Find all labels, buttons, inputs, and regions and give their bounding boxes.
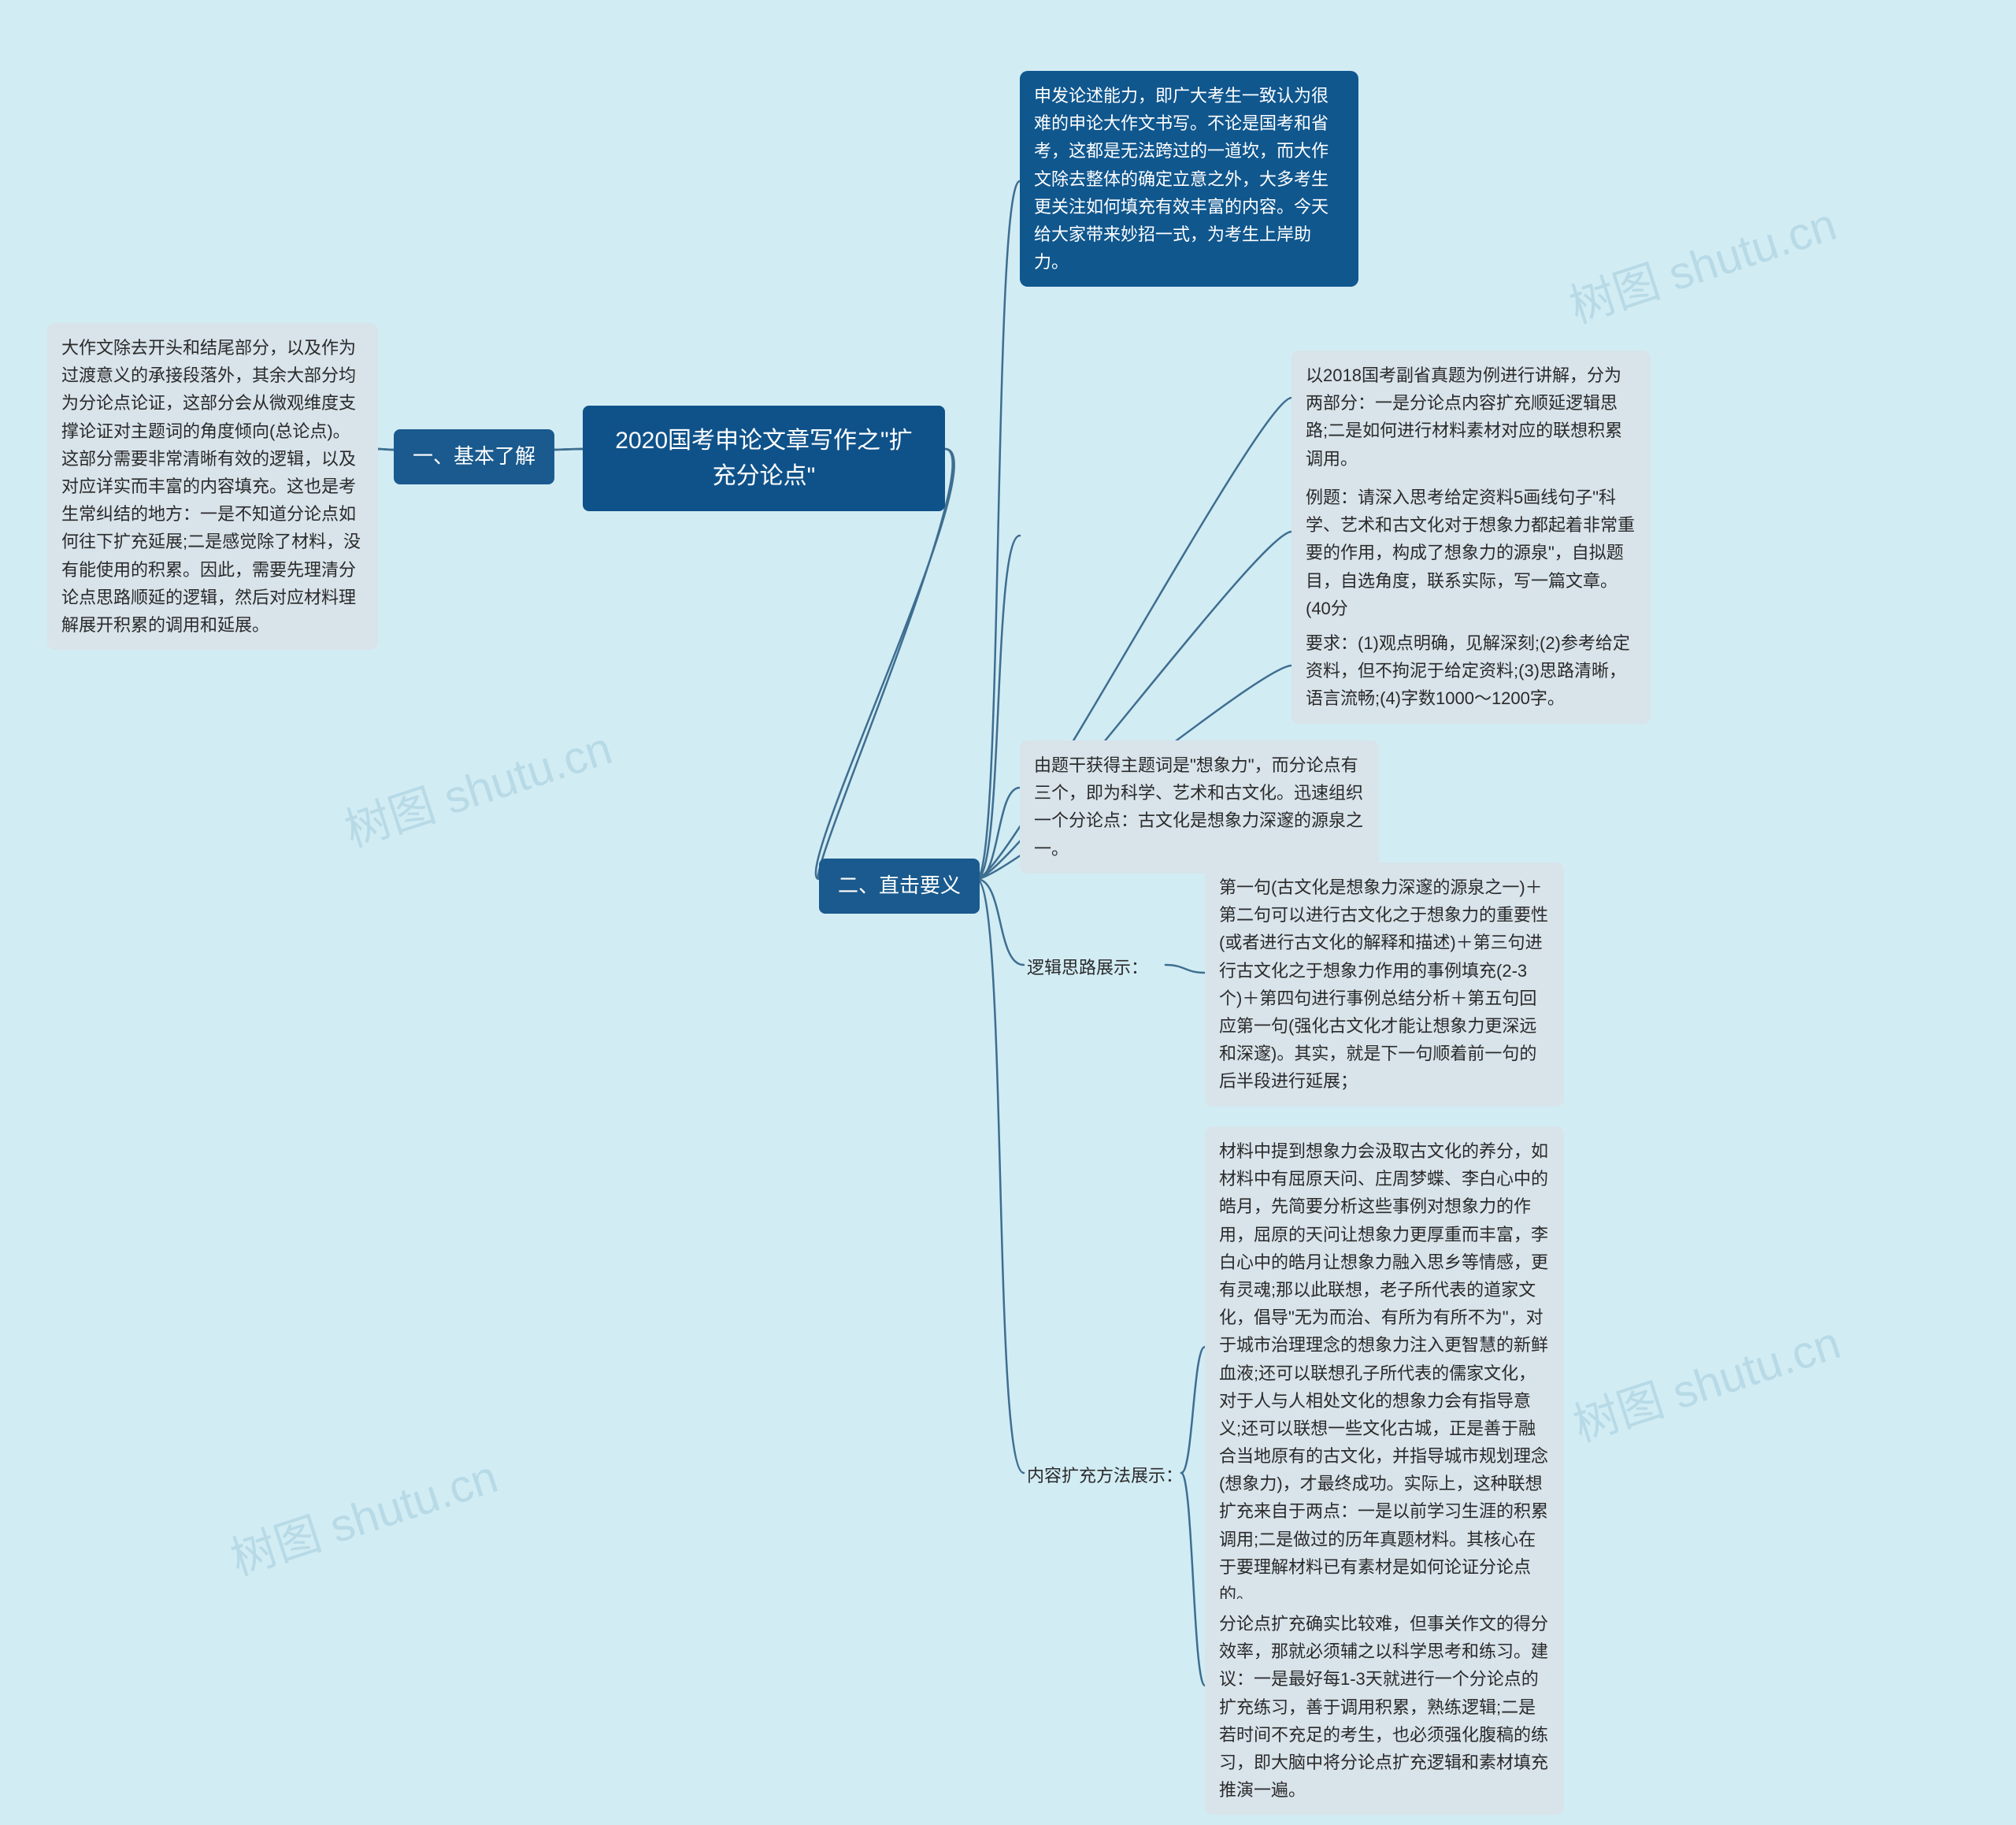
watermark-text: 树图 shutu.cn: [1560, 187, 1844, 336]
branch-key-points[interactable]: 二、直击要义: [819, 859, 980, 914]
leaf-example-intro[interactable]: 以2018国考副省真题为例进行讲解，分为两部分：一是分论点内容扩充顺延逻辑思路;…: [1292, 351, 1651, 484]
watermark-text: 树图 shutu.cn: [1564, 1306, 1847, 1454]
leaf-basic-detail[interactable]: 大作文除去开头和结尾部分，以及作为过渡意义的承接段落外，其余大部分均为分论点论证…: [47, 323, 378, 650]
label-content-demo: 内容扩充方法展示：: [1024, 1457, 1186, 1494]
leaf-example-question[interactable]: 例题：请深入思考给定资料5画线句子"科学、艺术和古文化对于想象力都起着非常重要的…: [1292, 473, 1651, 633]
leaf-content-detail[interactable]: 材料中提到想象力会汲取古文化的养分，如材料中有屈原天问、庄周梦蝶、李白心中的皓月…: [1205, 1126, 1564, 1619]
leaf-example-theme[interactable]: 由题干获得主题词是"想象力"，而分论点有三个，即为科学、艺术和古文化。迅速组织一…: [1020, 740, 1379, 874]
root-node[interactable]: 2020国考申论文章写作之"扩充分论点": [583, 406, 945, 511]
watermark-text: 树图 shutu.cn: [221, 1440, 505, 1588]
label-logic-demo: 逻辑思路展示：: [1024, 949, 1151, 986]
leaf-example-requirements[interactable]: 要求：(1)观点明确，见解深刻;(2)参考给定资料，但不拘泥于给定资料;(3)思…: [1292, 618, 1651, 724]
leaf-summary[interactable]: 分论点扩充确实比较难，但事关作文的得分效率，那就必须辅之以科学思考和练习。建议：…: [1205, 1599, 1564, 1815]
watermark-text: 树图 shutu.cn: [335, 711, 619, 859]
leaf-intro-dark[interactable]: 申发论述能力，即广大考生一致认为很难的申论大作文书写。不论是国考和省考，这都是无…: [1020, 71, 1358, 287]
connector-layer: [0, 0, 2016, 1825]
mindmap-canvas: 2020国考申论文章写作之"扩充分论点" 一、基本了解 大作文除去开头和结尾部分…: [0, 0, 2016, 1825]
leaf-logic-detail[interactable]: 第一句(古文化是想象力深邃的源泉之一)＋第二句可以进行古文化之于想象力的重要性(…: [1205, 862, 1564, 1107]
branch-basic-understanding[interactable]: 一、基本了解: [394, 429, 554, 484]
